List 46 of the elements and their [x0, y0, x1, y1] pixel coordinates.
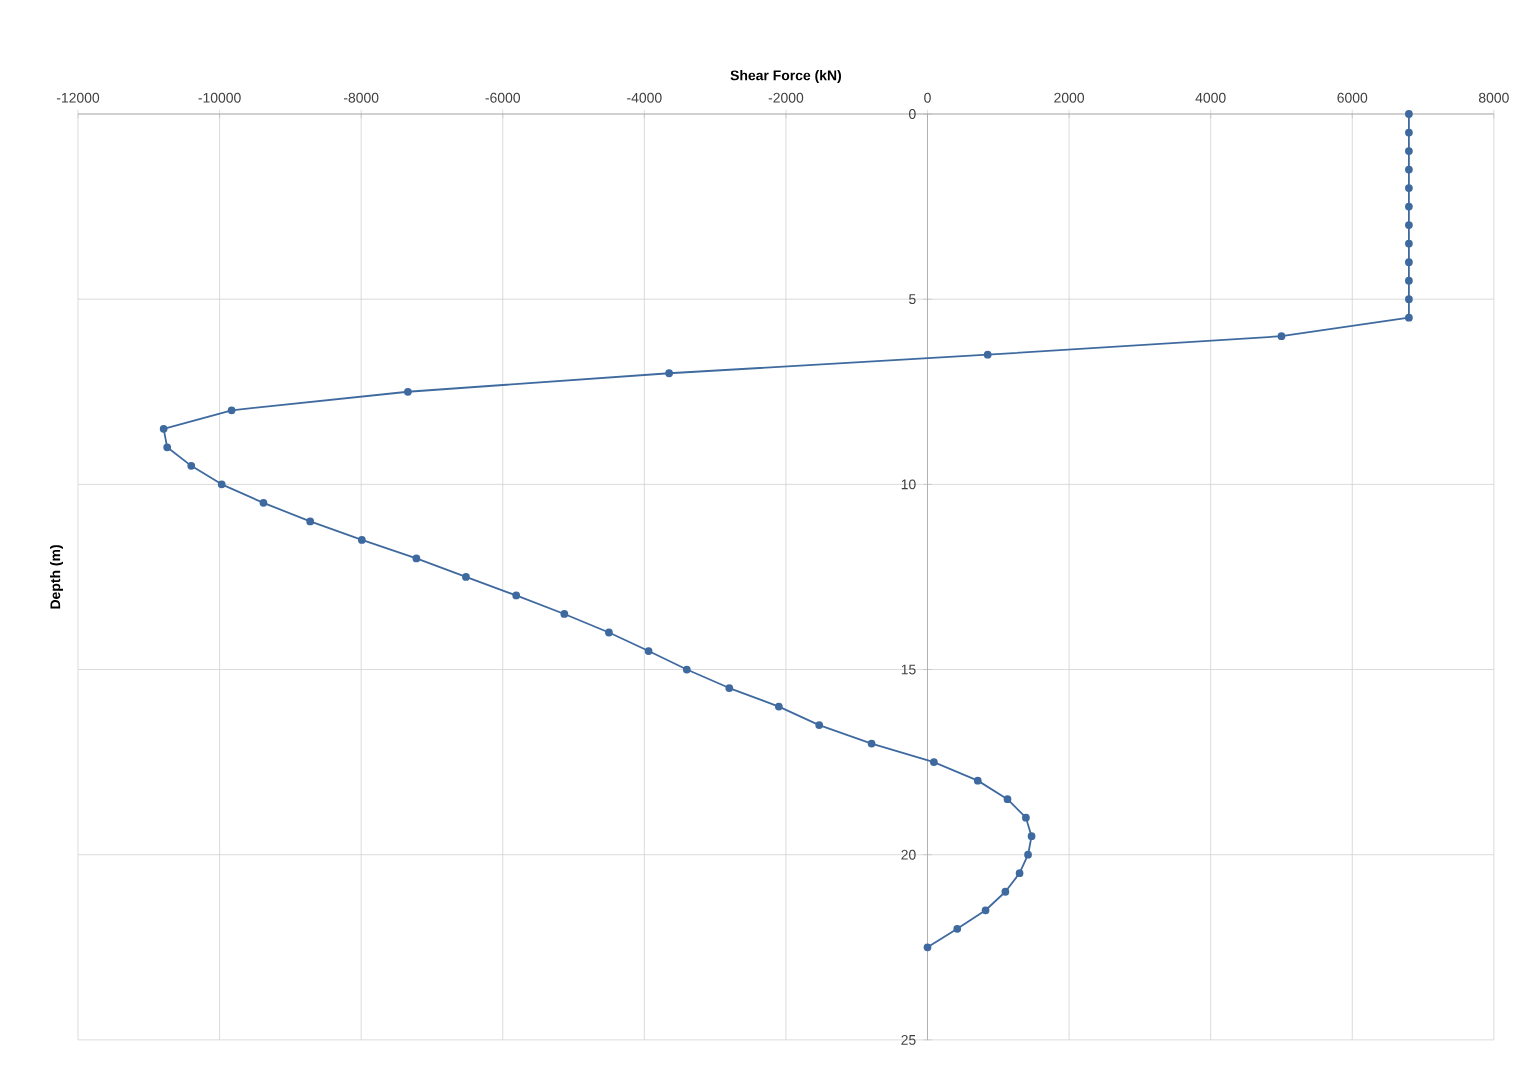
point: [412, 554, 421, 563]
point: [1405, 202, 1413, 211]
point: [560, 610, 569, 618]
point: [1003, 795, 1012, 804]
point: [867, 739, 876, 748]
point: [725, 684, 734, 692]
point: [1405, 313, 1413, 322]
point: [1405, 221, 1413, 230]
point: [1027, 832, 1036, 841]
point: [815, 721, 824, 730]
point: [1405, 258, 1413, 267]
point: [774, 702, 783, 711]
point: [227, 406, 236, 415]
point: [953, 924, 962, 933]
point: [1405, 165, 1413, 174]
point: [357, 536, 366, 544]
point: [1277, 332, 1286, 341]
point: [983, 350, 992, 359]
point: [665, 369, 673, 378]
point: [1405, 128, 1413, 137]
point: [1405, 239, 1413, 248]
point: [306, 517, 315, 526]
point: [682, 665, 691, 674]
point: [644, 647, 653, 655]
point: [1001, 887, 1010, 896]
point: [217, 480, 226, 489]
point: [512, 591, 521, 600]
point: [923, 943, 932, 952]
point: [605, 628, 613, 637]
point: [973, 776, 982, 785]
point: [187, 462, 196, 470]
point: [259, 499, 268, 507]
point: [1405, 295, 1413, 304]
point: [163, 443, 172, 452]
point: [1405, 147, 1413, 155]
point: [1405, 184, 1413, 193]
point: [462, 573, 470, 581]
point: [929, 758, 938, 767]
point: [1405, 276, 1413, 285]
point: [1015, 869, 1024, 878]
point: [1022, 813, 1030, 822]
point: [981, 906, 990, 915]
point: [404, 387, 412, 396]
point: [1405, 110, 1413, 118]
point: [1024, 850, 1032, 859]
point: [159, 424, 168, 433]
